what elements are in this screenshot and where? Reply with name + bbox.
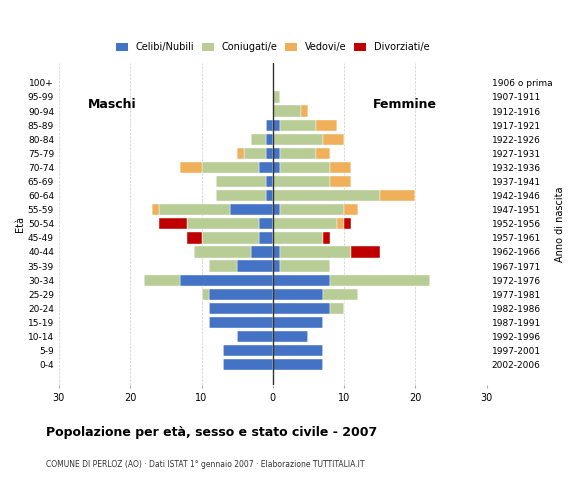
Bar xyxy=(330,275,430,286)
Bar xyxy=(259,218,273,229)
Bar xyxy=(302,106,309,117)
Bar xyxy=(209,288,273,300)
Bar xyxy=(273,261,280,272)
Bar xyxy=(266,176,273,187)
Text: Maschi: Maschi xyxy=(88,98,136,111)
Bar xyxy=(216,176,266,187)
Bar xyxy=(273,303,330,314)
Bar xyxy=(273,190,380,201)
Bar xyxy=(266,190,273,201)
Bar xyxy=(209,303,273,314)
Bar xyxy=(273,359,322,370)
Bar xyxy=(337,218,344,229)
Bar xyxy=(273,288,322,300)
Bar xyxy=(280,261,330,272)
Bar xyxy=(273,133,322,145)
Bar xyxy=(251,246,273,258)
Bar xyxy=(266,133,273,145)
Bar xyxy=(280,246,351,258)
Bar xyxy=(322,288,358,300)
Text: COMUNE DI PERLOZ (AO) · Dati ISTAT 1° gennaio 2007 · Elaborazione TUTTITALIA.IT: COMUNE DI PERLOZ (AO) · Dati ISTAT 1° ge… xyxy=(46,460,365,469)
Bar xyxy=(330,162,351,173)
Text: Popolazione per età, sesso e stato civile - 2007: Popolazione per età, sesso e stato civil… xyxy=(46,426,378,439)
Bar xyxy=(244,148,266,159)
Bar xyxy=(330,176,351,187)
Bar xyxy=(237,148,244,159)
Bar xyxy=(216,190,266,201)
Bar xyxy=(266,148,273,159)
Legend: Celibi/Nubili, Coniugati/e, Vedovi/e, Divorziati/e: Celibi/Nubili, Coniugati/e, Vedovi/e, Di… xyxy=(113,38,433,56)
Bar xyxy=(144,275,180,286)
Bar xyxy=(259,162,273,173)
Bar xyxy=(187,232,201,243)
Bar xyxy=(180,275,273,286)
Bar xyxy=(237,331,273,342)
Bar xyxy=(259,232,273,243)
Bar xyxy=(273,331,309,342)
Bar xyxy=(273,106,302,117)
Y-axis label: Anno di nascita: Anno di nascita xyxy=(555,186,565,262)
Bar xyxy=(223,345,273,356)
Bar xyxy=(201,162,259,173)
Bar xyxy=(237,261,273,272)
Bar xyxy=(223,359,273,370)
Bar xyxy=(209,317,273,328)
Bar xyxy=(280,162,330,173)
Bar xyxy=(266,120,273,131)
Bar xyxy=(322,232,330,243)
Bar xyxy=(194,246,251,258)
Bar xyxy=(273,204,280,216)
Bar xyxy=(273,148,280,159)
Bar xyxy=(273,275,330,286)
Bar xyxy=(280,120,316,131)
Bar xyxy=(151,204,159,216)
Bar xyxy=(273,176,330,187)
Bar xyxy=(180,162,201,173)
Bar xyxy=(209,261,237,272)
Bar xyxy=(187,218,259,229)
Bar xyxy=(201,288,209,300)
Bar xyxy=(273,317,322,328)
Bar xyxy=(159,218,187,229)
Bar xyxy=(273,218,337,229)
Bar xyxy=(273,345,322,356)
Bar xyxy=(344,218,351,229)
Bar xyxy=(280,148,316,159)
Bar xyxy=(273,120,280,131)
Bar xyxy=(273,246,280,258)
Text: Femmine: Femmine xyxy=(372,98,437,111)
Bar xyxy=(273,91,280,103)
Bar xyxy=(273,232,322,243)
Y-axis label: Età: Età xyxy=(15,216,25,232)
Bar xyxy=(316,120,337,131)
Bar xyxy=(159,204,230,216)
Bar xyxy=(351,246,380,258)
Bar xyxy=(280,204,344,216)
Bar xyxy=(273,162,280,173)
Bar xyxy=(201,232,259,243)
Bar xyxy=(322,133,344,145)
Bar xyxy=(316,148,330,159)
Bar xyxy=(251,133,266,145)
Bar xyxy=(344,204,358,216)
Bar xyxy=(230,204,273,216)
Bar xyxy=(330,303,344,314)
Bar xyxy=(380,190,415,201)
